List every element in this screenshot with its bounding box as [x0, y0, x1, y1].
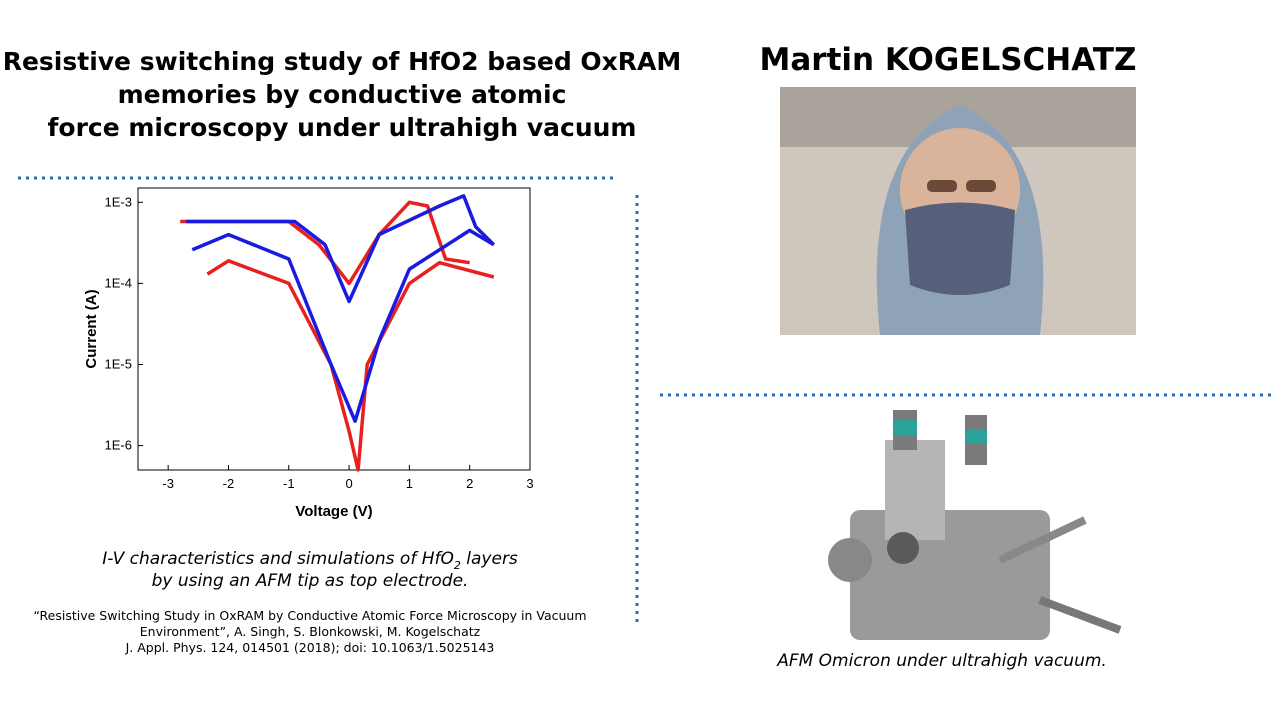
author: Martin KOGELSCHATZ: [760, 42, 1137, 78]
reference-line: “Resistive Switching Study in OxRAM by C…: [33, 608, 586, 623]
plot: 1E-6 1E-5 1E-4 1E-3 -3 -2 -1 0 1 2 3: [105, 194, 534, 491]
y-tick-label: 1E-4: [105, 275, 132, 290]
y-tick-label: 1E-3: [105, 194, 132, 209]
plot-frame: [137, 187, 531, 471]
caption-text: I-V characteristics and simulations of H…: [102, 549, 454, 569]
x-tick-label: -1: [283, 476, 295, 491]
y-tick-label: 1E-6: [105, 438, 132, 453]
y-tick-label: 1E-5: [105, 356, 132, 371]
x-axis-label: Voltage (V): [295, 503, 372, 520]
reference-line: Environment”, A. Singh, S. Blonkowski, M…: [140, 624, 481, 639]
x-tick-label: -3: [162, 476, 174, 491]
title-line: force microscopy under ultrahigh vacuum: [48, 113, 637, 142]
curve: [206, 259, 495, 472]
title-line: Resistive switching study of HfO2 based …: [3, 47, 682, 76]
portrait-photo: [780, 87, 1136, 335]
curve: [191, 228, 495, 423]
reference-line: J. Appl. Phys. 124, 014501 (2018); doi: …: [125, 640, 495, 655]
y-axis-label: Current (A): [83, 289, 100, 368]
x-tick-label: 0: [345, 476, 352, 491]
curve: [186, 194, 496, 304]
title-line: memories by conductive atomic: [118, 80, 567, 109]
figure-caption: by using an AFM tip as top electrode.: [152, 571, 469, 591]
caption-subscript: 2: [454, 559, 461, 572]
photo-caption: AFM Omicron under ultrahigh vacuum.: [776, 651, 1107, 671]
x-tick-label: 2: [466, 476, 473, 491]
figure-caption: I-V characteristics and simulations of H…: [102, 549, 518, 572]
x-tick-label: 1: [406, 476, 413, 491]
x-tick-label: -2: [223, 476, 235, 491]
caption-text: layers: [461, 549, 518, 569]
afm-photo: [828, 410, 1122, 640]
x-tick-label: 3: [526, 476, 533, 491]
